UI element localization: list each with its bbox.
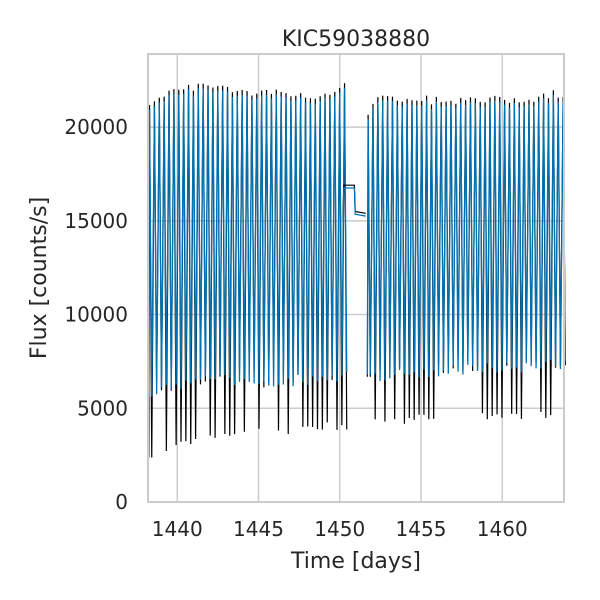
y-tick-label: 20000	[64, 115, 128, 139]
x-axis-label: Time [days]	[290, 549, 421, 574]
y-axis: 0 5000 10000 15000 20000	[64, 115, 128, 514]
gap-segment-model-line	[342, 187, 366, 220]
y-tick-label: 0	[115, 490, 128, 514]
plot-frame	[147, 53, 565, 503]
x-tick-label: 1440	[152, 517, 203, 541]
x-tick-label: 1445	[233, 517, 284, 541]
x-axis: 1440 1445 1450 1455 1460	[152, 517, 528, 541]
x-tick-label: 1455	[396, 517, 447, 541]
y-tick-label: 10000	[64, 303, 128, 327]
x-tick-label: 1450	[314, 517, 365, 541]
y-tick-label: 15000	[64, 209, 128, 233]
x-tick-label: 1460	[477, 517, 528, 541]
data-layer	[148, 83, 566, 458]
y-axis-label: Flux [counts/s]	[27, 197, 52, 359]
series-flux-model-line	[148, 87, 566, 397]
y-tick-label: 5000	[77, 396, 128, 420]
chart-title: KIC59038880	[282, 27, 430, 52]
